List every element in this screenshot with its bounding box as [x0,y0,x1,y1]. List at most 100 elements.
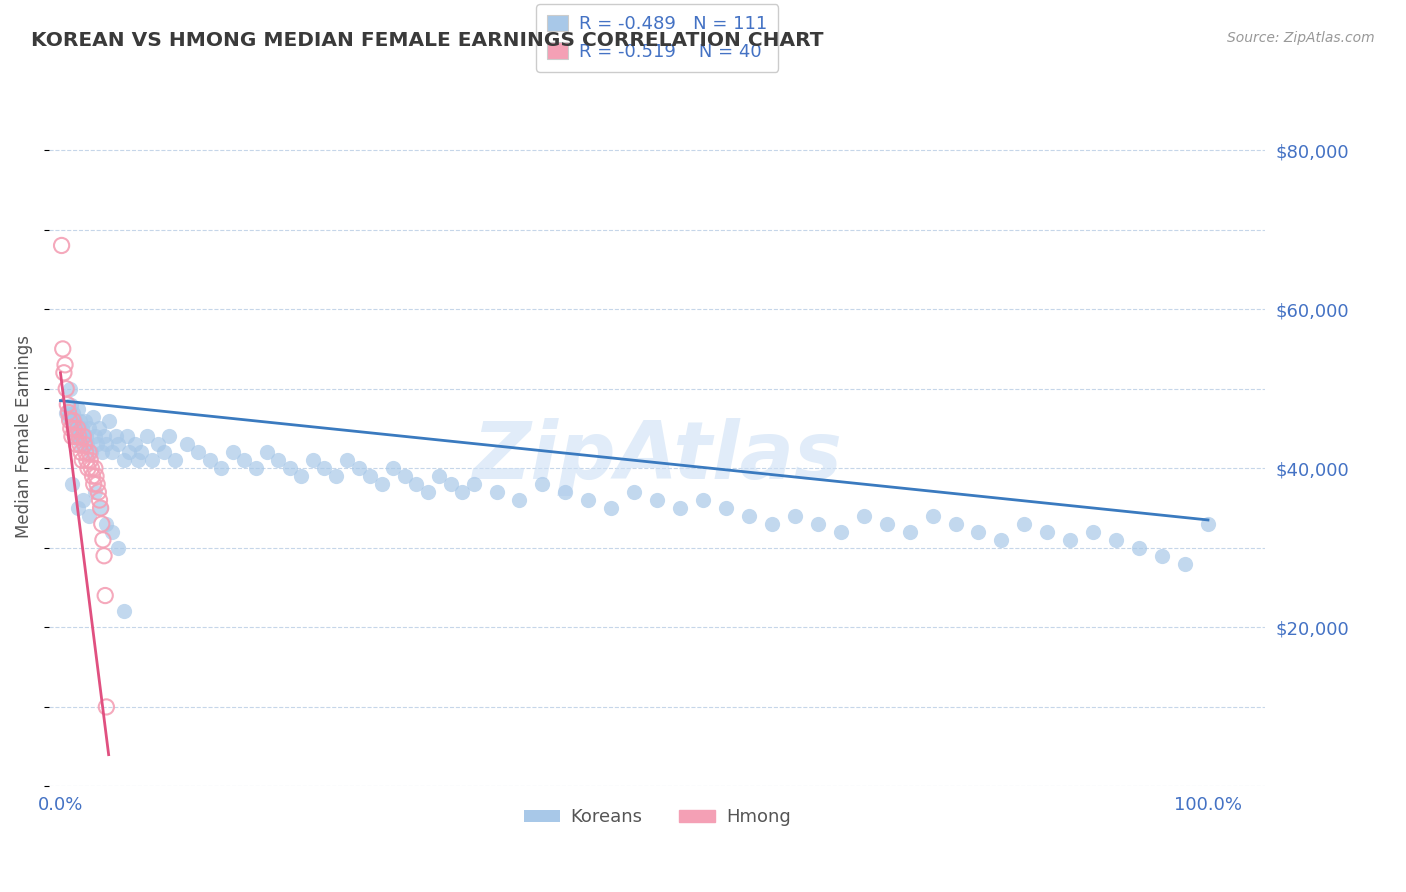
Point [75,429,97,443]
Point [55,382,77,396]
Point [233,453,256,467]
Point [876,516,898,531]
Point [96,437,118,451]
Point [59,398,82,412]
Point [302,453,325,467]
Point [290,469,312,483]
Point [451,485,474,500]
Point [77,508,100,523]
Point [165,453,187,467]
Point [347,461,370,475]
Point [101,524,124,539]
Point [198,453,221,467]
Point [59,413,82,427]
Point [76,453,98,467]
Point [1105,533,1128,547]
Point [336,453,359,467]
Point [70,421,93,435]
Point [52,342,75,356]
Point [84,469,107,483]
Point [70,453,93,467]
Point [112,604,135,618]
Point [807,516,830,531]
Point [107,541,129,555]
Point [135,429,157,443]
Point [738,508,761,523]
Point [83,477,105,491]
Point [58,409,80,424]
Point [1059,533,1081,547]
Point [115,429,138,443]
Point [80,461,103,475]
Point [830,524,852,539]
Point [416,485,439,500]
Point [645,493,668,508]
Point [73,437,96,451]
Point [141,453,163,467]
Point [898,524,921,539]
Point [96,516,118,531]
Point [761,516,783,531]
Point [176,437,198,451]
Point [77,461,100,475]
Point [187,445,209,459]
Point [69,413,91,427]
Point [439,477,461,491]
Point [65,437,87,451]
Point [256,445,278,459]
Point [221,445,243,459]
Point [314,461,336,475]
Point [967,524,990,539]
Point [65,413,87,427]
Point [91,533,114,547]
Point [159,429,181,443]
Point [90,501,112,516]
Point [82,409,104,424]
Point [69,437,91,451]
Y-axis label: Median Female Earnings: Median Female Earnings [15,334,32,538]
Point [1152,549,1174,563]
Point [278,461,301,475]
Point [66,501,89,516]
Point [55,406,77,420]
Point [51,238,73,252]
Point [107,437,129,451]
Point [60,477,83,491]
Point [485,485,508,500]
Point [97,413,120,427]
Point [90,516,112,531]
Point [1014,516,1036,531]
Point [124,437,146,451]
Point [463,477,485,491]
Point [86,437,108,451]
Point [77,445,100,459]
Point [87,485,110,500]
Point [93,429,115,443]
Point [73,413,96,427]
Point [82,469,104,483]
Point [59,382,82,396]
Point [127,453,149,467]
Point [76,437,98,451]
Point [1083,524,1105,539]
Point [267,453,290,467]
Point [93,549,115,563]
Point [382,461,405,475]
Text: KOREAN VS HMONG MEDIAN FEMALE EARNINGS CORRELATION CHART: KOREAN VS HMONG MEDIAN FEMALE EARNINGS C… [31,31,824,50]
Point [63,429,86,443]
Point [669,501,692,516]
Point [67,429,90,443]
Point [394,469,416,483]
Point [405,477,427,491]
Point [600,501,623,516]
Point [59,421,82,435]
Point [118,445,141,459]
Point [714,501,737,516]
Legend: Koreans, Hmong: Koreans, Hmong [516,801,797,833]
Point [112,453,135,467]
Point [65,429,87,443]
Point [129,445,152,459]
Point [77,421,100,435]
Point [96,700,118,714]
Point [60,413,83,427]
